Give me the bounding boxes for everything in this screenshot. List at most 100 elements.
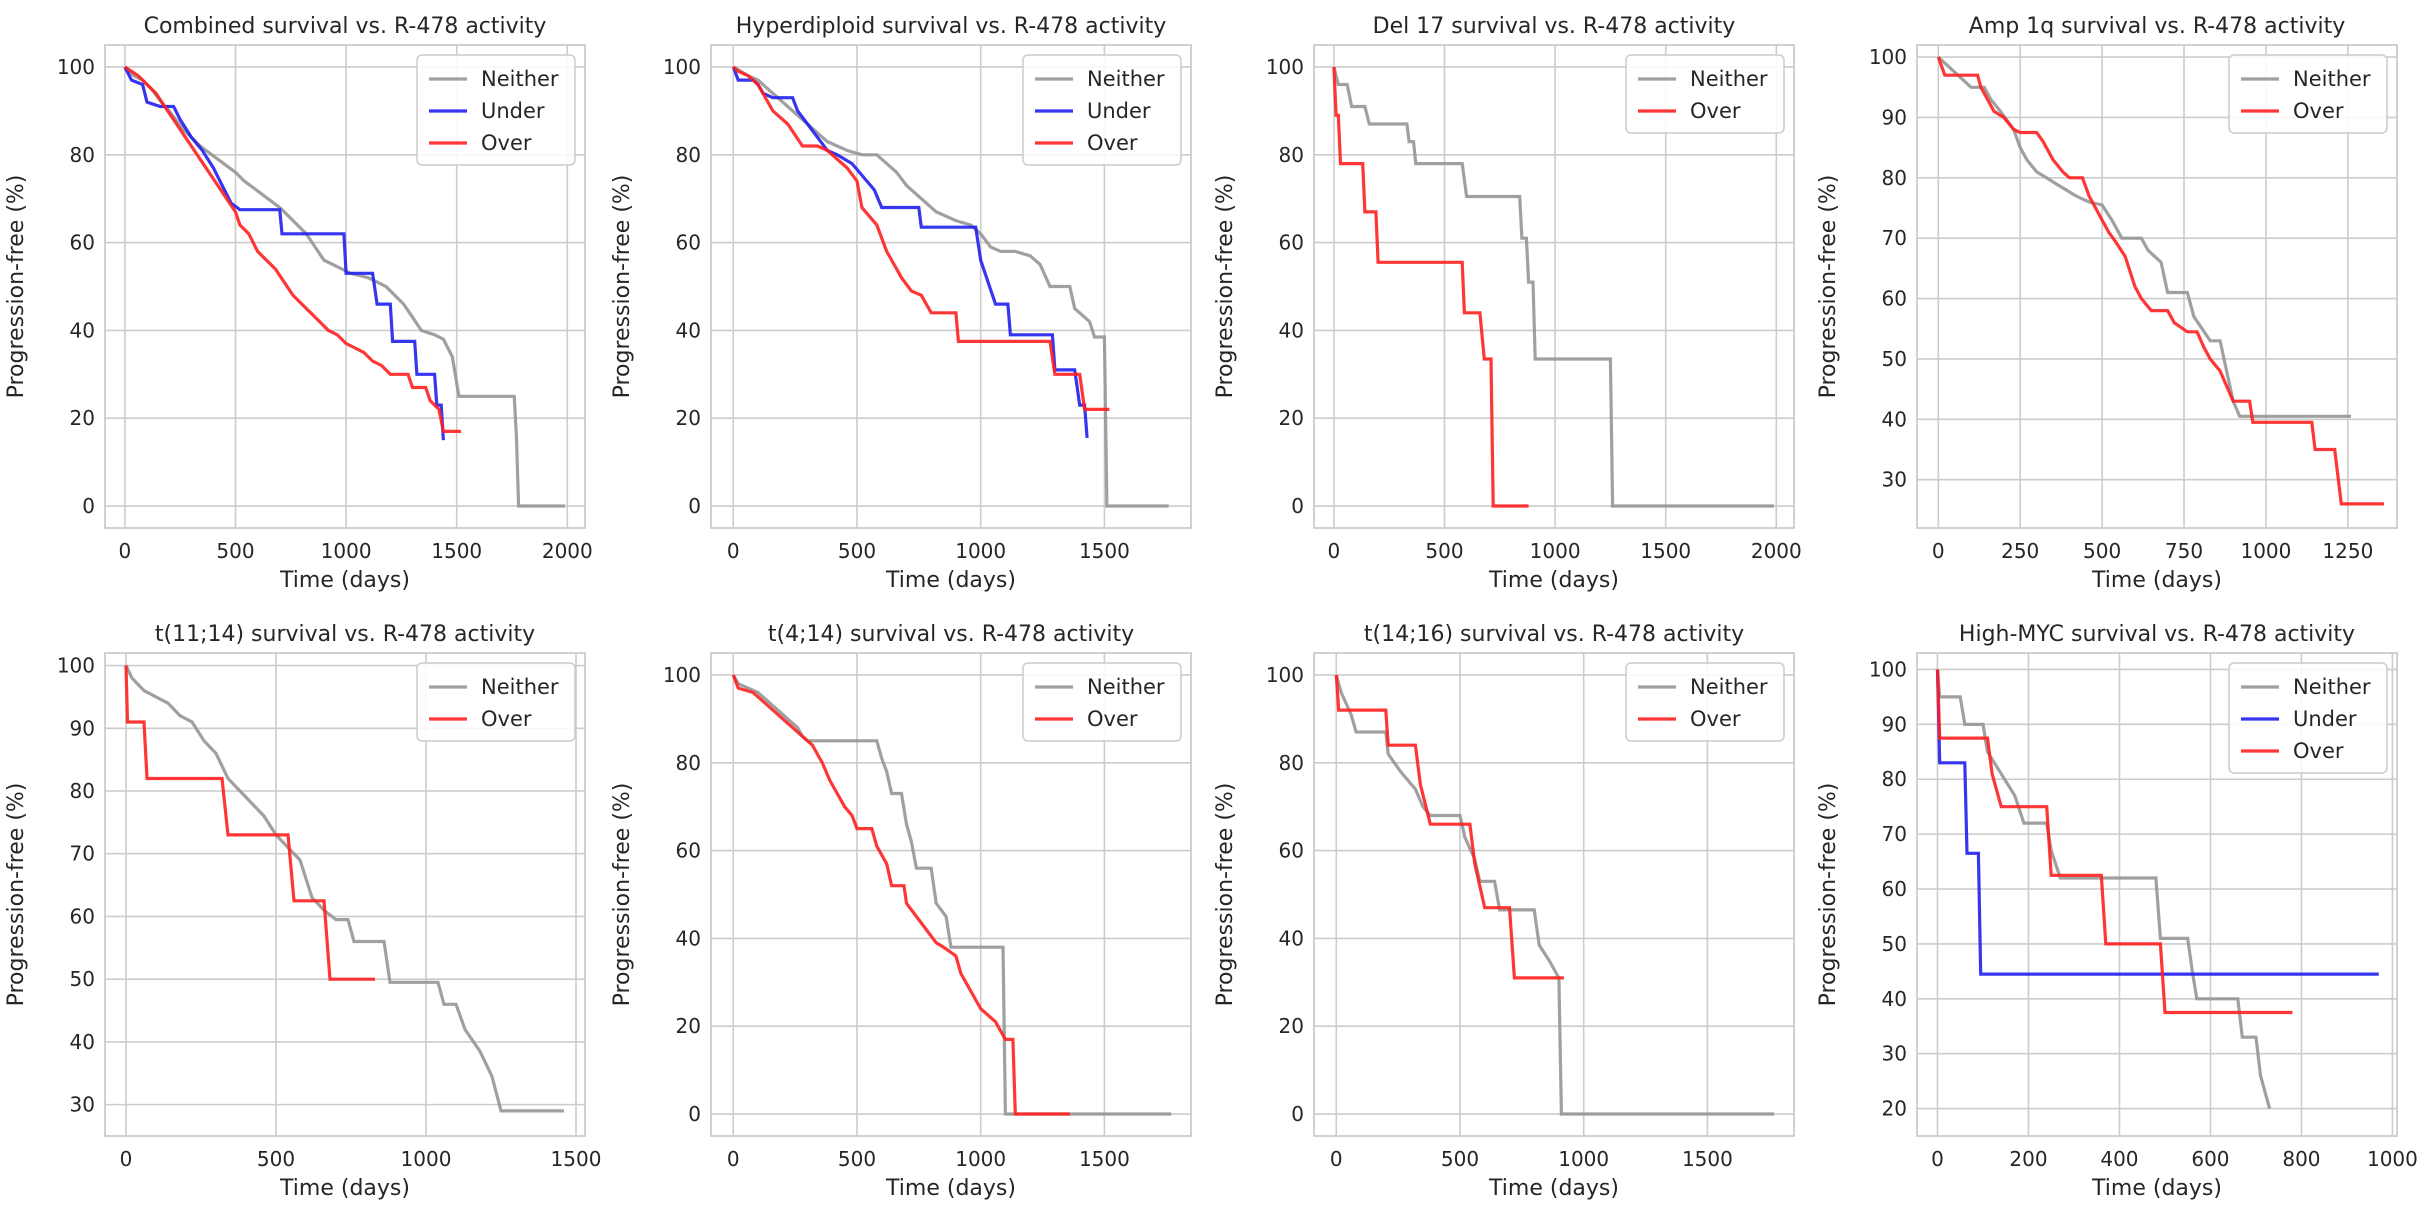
legend-box (1022, 662, 1182, 742)
x-tick-label: 1500 (1079, 539, 1130, 563)
x-tick-label: 1500 (551, 1147, 602, 1171)
chart-legend: Neither Over (1022, 662, 1182, 742)
x-tick-label: 500 (216, 539, 254, 563)
y-tick-label: 60 (1882, 287, 1907, 311)
chart-title: Combined survival vs. R-478 activity (144, 14, 547, 39)
x-axis-label: Time (days) (1488, 568, 1619, 593)
y-tick-label: 40 (1279, 318, 1304, 342)
x-tick-label: 0 (119, 539, 132, 563)
chart-legend: Neither Under Over (1022, 54, 1182, 166)
y-tick-label: 80 (676, 143, 701, 167)
legend-label: Neither (481, 67, 559, 91)
y-axis-label: Progression-free (%) (610, 175, 635, 399)
x-tick-label: 500 (257, 1147, 295, 1171)
y-tick-label: 100 (1869, 45, 1907, 69)
chart-legend: Neither Over (1625, 54, 1785, 134)
chart-title: Amp 1q survival vs. R-478 activity (1969, 14, 2345, 39)
x-tick-label: 500 (838, 1147, 876, 1171)
legend-box (1625, 54, 1785, 134)
y-tick-label: 70 (1882, 822, 1907, 846)
y-tick-label: 20 (676, 1014, 701, 1038)
x-tick-label: 1000 (401, 1147, 452, 1171)
legend-box (1022, 54, 1182, 166)
y-tick-label: 0 (82, 494, 95, 518)
x-tick-label: 0 (120, 1147, 133, 1171)
x-tick-label: 1000 (1530, 539, 1581, 563)
y-tick-label: 100 (663, 663, 701, 687)
x-tick-label: 1000 (955, 539, 1006, 563)
chart-title: High-MYC survival vs. R-478 activity (1959, 622, 2355, 647)
chart-title: t(11;14) survival vs. R-478 activity (155, 622, 535, 647)
x-tick-label: 200 (2009, 1147, 2047, 1171)
y-tick-label: 80 (1279, 143, 1304, 167)
y-axis-label: Progression-free (%) (1816, 175, 1841, 399)
x-axis-label: Time (days) (2091, 568, 2222, 593)
legend-label: Neither (1690, 67, 1768, 91)
y-tick-label: 20 (1279, 1014, 1304, 1038)
chart-title: t(14;16) survival vs. R-478 activity (1364, 622, 1744, 647)
y-tick-label: 20 (1882, 1097, 1907, 1121)
y-tick-label: 50 (1882, 347, 1907, 371)
series-line-over (1935, 669, 2293, 1015)
legend-label: Over (1690, 99, 1741, 123)
y-axis-label: Progression-free (%) (4, 175, 29, 399)
y-tick-label: 30 (70, 1093, 95, 1117)
x-tick-label: 500 (1425, 539, 1463, 563)
x-tick-label: 250 (2001, 539, 2039, 563)
y-tick-label: 60 (676, 839, 701, 863)
legend-label: Under (2293, 707, 2357, 731)
legend-label: Under (1087, 99, 1151, 123)
x-tick-label: 0 (1328, 539, 1341, 563)
y-axis-label: Progression-free (%) (1213, 175, 1238, 399)
y-tick-label: 40 (70, 1030, 95, 1054)
legend-label: Neither (1087, 67, 1165, 91)
chart-panel-5: 0 500 1000 1500 30 40 50 60 70 80 90 100 t(11;14) su… (4, 622, 601, 1201)
y-tick-label: 40 (676, 318, 701, 342)
y-tick-label: 80 (70, 143, 95, 167)
x-tick-label: 1000 (955, 1147, 1006, 1171)
y-tick-label: 60 (70, 231, 95, 255)
series-line-neither (124, 664, 564, 1113)
y-tick-label: 80 (1279, 751, 1304, 775)
y-tick-label: 40 (1882, 407, 1907, 431)
x-tick-label: 500 (1441, 1147, 1479, 1171)
series-line-neither (1935, 669, 2272, 1110)
x-axis-label: Time (days) (2091, 1176, 2222, 1201)
x-axis-label: Time (days) (885, 1176, 1016, 1201)
plot-frame (1916, 44, 2398, 529)
chart-panel-2: 0 500 1000 1500 0 20 40 60 80 100 Hyperdiploid sur… (610, 14, 1192, 593)
x-tick-label: 600 (2191, 1147, 2229, 1171)
legend-label: Over (1690, 707, 1741, 731)
plot-frame (710, 652, 1192, 1137)
x-tick-label: 1500 (1682, 1147, 1733, 1171)
x-tick-label: 800 (2282, 1147, 2320, 1171)
y-tick-label: 60 (1279, 839, 1304, 863)
x-tick-label: 750 (2165, 539, 2203, 563)
plot-frame (1916, 652, 2398, 1137)
y-tick-label: 80 (70, 779, 95, 803)
y-tick-label: 30 (1882, 468, 1907, 492)
chart-panel-7: 0 500 1000 1500 0 20 40 60 80 100 t(14;16) surviva… (1213, 622, 1795, 1201)
legend-label: Over (1087, 707, 1138, 731)
series-line-over (732, 65, 1110, 411)
y-tick-label: 20 (70, 406, 95, 430)
series-line-under (123, 66, 445, 441)
y-tick-label: 100 (57, 654, 95, 678)
series-line-over (124, 65, 462, 433)
plot-frame (710, 44, 1192, 529)
legend-label: Over (481, 707, 532, 731)
chart-panel-1: 0 500 1000 1500 2000 0 20 40 60 80 100 Combined sur… (4, 14, 593, 593)
series-line-over (1936, 56, 2384, 506)
x-tick-label: 1500 (1640, 539, 1691, 563)
y-tick-label: 0 (688, 494, 701, 518)
y-tick-label: 60 (676, 231, 701, 255)
y-tick-label: 40 (676, 926, 701, 950)
chart-panel-8: 0 200 400 600 800 1000 20 30 40 50 60 70 80 90 100 High… (1816, 622, 2418, 1201)
x-tick-label: 1000 (321, 539, 372, 563)
chart-legend: Neither Over (416, 662, 576, 742)
y-tick-label: 0 (688, 1102, 701, 1126)
y-tick-label: 20 (676, 406, 701, 430)
x-tick-label: 2000 (1751, 539, 1802, 563)
x-tick-label: 0 (1330, 1147, 1343, 1171)
